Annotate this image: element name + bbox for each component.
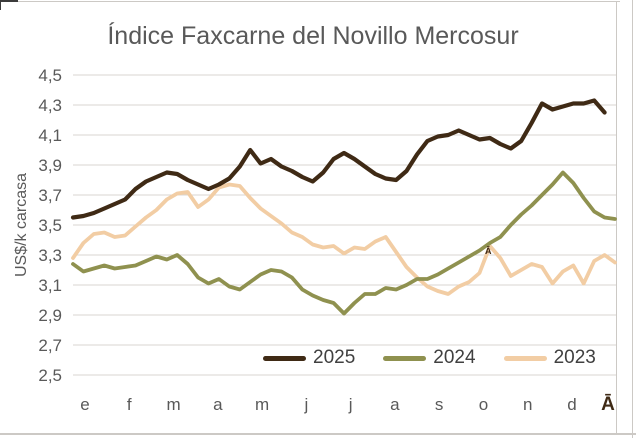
x-axis-month-label: m <box>255 395 269 414</box>
x-axis-month-label: o <box>479 395 488 414</box>
x-axis-month-label: d <box>567 395 576 414</box>
x-axis-month-label: j <box>303 395 308 414</box>
x-axis-month-label: m <box>166 395 180 414</box>
legend-label-2025: 2025 <box>313 347 356 368</box>
series-line-2023 <box>71 182 617 296</box>
top-grid-border <box>18 1 620 2</box>
series-line-2025 <box>70 98 607 220</box>
x-axis-month-label: a <box>390 395 400 414</box>
legend-swatch-2023 <box>503 355 547 361</box>
legend-item-2025: 2025 <box>263 347 355 369</box>
y-axis-tick-label: 3,5 <box>38 216 62 235</box>
x-axis-month-label: a <box>213 395 223 414</box>
y-axis-tick-label: 3,9 <box>38 156 62 175</box>
y-axis-tick-label: 4,1 <box>38 126 62 145</box>
chart-title: Índice Faxcarne del Novillo Mercosur <box>107 22 519 50</box>
right-inner-grid-border <box>616 2 617 433</box>
legend-label-2024: 2024 <box>433 347 476 368</box>
x-axis-month-label: e <box>80 395 89 414</box>
y-axis-tick-label: 3,7 <box>38 186 62 205</box>
legend-swatch-2024 <box>383 355 427 361</box>
right-outer-grid-border <box>632 0 633 438</box>
legend-item-2023: 2023 <box>503 347 596 369</box>
y-axis-tick-label: 4,3 <box>38 96 62 115</box>
x-axis-month-label: f <box>127 395 132 414</box>
y-axis-tick-label: 2,9 <box>38 306 62 325</box>
x-axis-month-label: n <box>523 395 532 414</box>
y-axis-tick-label: 3,1 <box>38 276 62 295</box>
x-axis-month-label: s <box>435 395 444 414</box>
y-axis-tick-label: 3,3 <box>38 246 62 265</box>
x-axis-current-week-label: Ā <box>601 394 615 415</box>
legend-swatch-2025 <box>263 355 306 361</box>
top-left-cell-border <box>0 0 18 2</box>
y-axis-tick-label: 2,7 <box>38 336 62 355</box>
y-axis-tick-label: 2,5 <box>38 366 62 385</box>
bottom-grid-border <box>0 433 636 435</box>
left-cell-border <box>0 0 1 10</box>
y-axis-tick-label: 4,5 <box>38 66 62 85</box>
x-axis-month-label: j <box>348 395 353 414</box>
annotation-a-macron: Ā <box>485 246 492 256</box>
legend-label-2023: 2023 <box>553 347 596 368</box>
legend: 2025 2024 2023 <box>263 346 596 370</box>
legend-item-2024: 2024 <box>383 347 476 369</box>
series-line-2024 <box>71 170 617 316</box>
